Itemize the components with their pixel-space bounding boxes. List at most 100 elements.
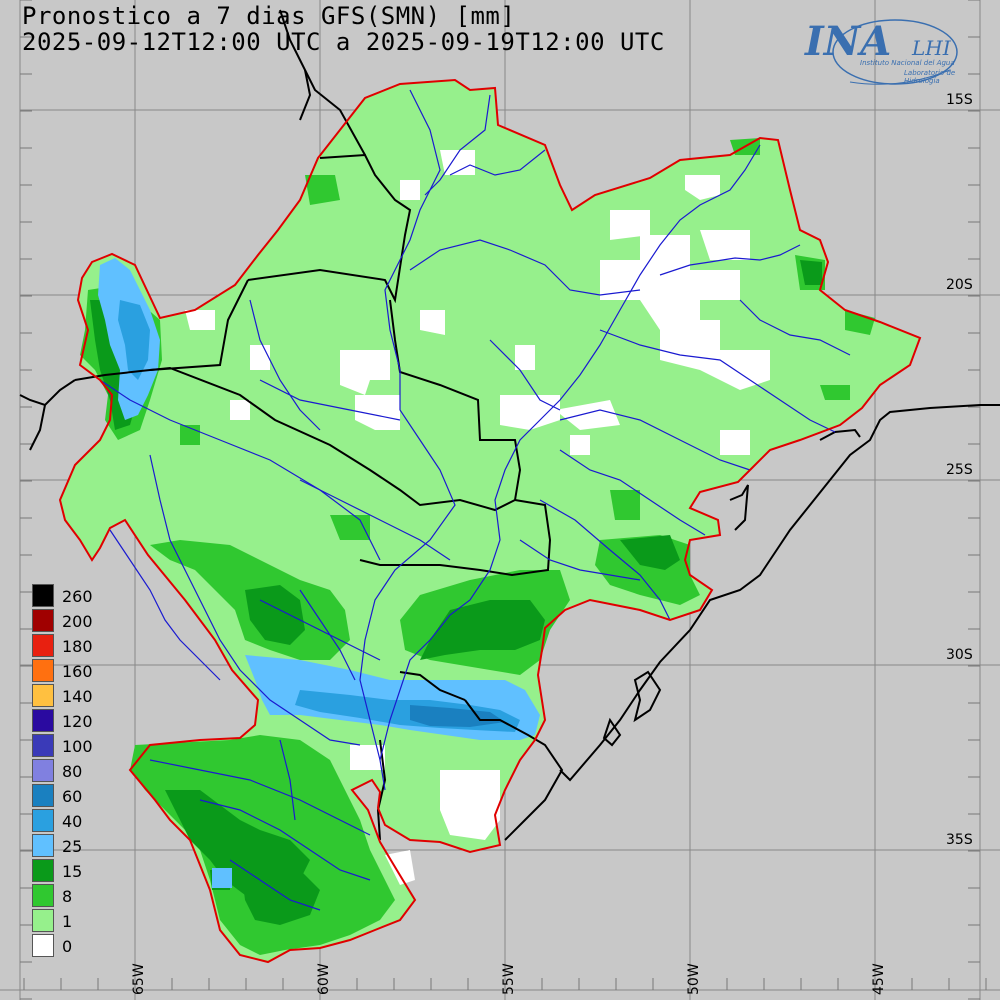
legend-swatch bbox=[32, 584, 54, 607]
legend-label: 0 bbox=[62, 937, 73, 956]
lon-label-65w: 65W bbox=[131, 963, 147, 995]
legend-entry: 60 bbox=[32, 784, 132, 809]
legend-swatch bbox=[32, 809, 54, 832]
rain-15mm-area bbox=[800, 260, 822, 285]
rain-8mm-area bbox=[820, 385, 850, 400]
no-rain-area bbox=[515, 345, 535, 370]
legend-swatch bbox=[32, 884, 54, 907]
legend-swatch bbox=[32, 659, 54, 682]
rain-8mm-area bbox=[610, 490, 640, 520]
legend-entry: 40 bbox=[32, 809, 132, 834]
logo-ina-text: INA bbox=[805, 18, 892, 65]
legend-entry: 1 bbox=[32, 909, 132, 934]
logo-subtitle-lab: Laboratorio de Hidrología bbox=[904, 69, 956, 85]
rain-8mm-area bbox=[845, 310, 875, 335]
no-rain-area bbox=[720, 430, 750, 455]
forecast-period: 2025-09-12T12:00 UTC a 2025-09-19T12:00 … bbox=[22, 28, 665, 56]
legend-swatch bbox=[32, 709, 54, 732]
rain-15mm-area bbox=[240, 860, 320, 925]
lon-label-55w: 55W bbox=[501, 963, 517, 995]
legend-entry: 120 bbox=[32, 709, 132, 734]
lat-label-30s: 30S bbox=[946, 647, 973, 663]
rain-25mm-area bbox=[212, 868, 232, 888]
legend-swatch bbox=[32, 934, 54, 957]
lat-label-25s: 25S bbox=[946, 462, 973, 478]
legend-label: 40 bbox=[62, 812, 83, 831]
legend-label: 80 bbox=[62, 762, 83, 781]
legend-swatch bbox=[32, 834, 54, 857]
legend-label: 260 bbox=[62, 587, 93, 606]
river-network bbox=[99, 89, 851, 911]
rain-15mm-area bbox=[420, 600, 545, 660]
grid-ticks bbox=[20, 0, 987, 1000]
lat-label-20s: 20S bbox=[946, 277, 973, 293]
lon-label-45w: 45W bbox=[871, 963, 887, 995]
legend-entry: 25 bbox=[32, 834, 132, 859]
legend-entry: 260 bbox=[32, 584, 132, 609]
ina-lhi-logo: INA LHI Instituto Nacional del Agua Labo… bbox=[800, 10, 970, 90]
basin-outline bbox=[58, 78, 922, 964]
no-rain-area bbox=[660, 320, 770, 390]
no-rain-area bbox=[570, 435, 590, 455]
legend-swatch bbox=[32, 634, 54, 657]
no-rain-area bbox=[355, 395, 400, 430]
legend-label: 8 bbox=[62, 887, 73, 906]
legend-entry: 0 bbox=[32, 934, 132, 959]
lat-label-35s: 35S bbox=[946, 832, 973, 848]
legend-label: 60 bbox=[62, 787, 83, 806]
logo-lhi-text: LHI bbox=[912, 36, 951, 60]
no-rain-area bbox=[440, 770, 500, 840]
legend-label: 180 bbox=[62, 637, 93, 656]
legend-label: 25 bbox=[62, 837, 83, 856]
legend-entry: 180 bbox=[32, 634, 132, 659]
legend-swatch bbox=[32, 784, 54, 807]
legend-entry: 140 bbox=[32, 684, 132, 709]
legend-entry: 8 bbox=[32, 884, 132, 909]
legend-entry: 160 bbox=[32, 659, 132, 684]
legend-swatch bbox=[32, 759, 54, 782]
legend-swatch bbox=[32, 909, 54, 932]
no-rain-area bbox=[555, 400, 620, 430]
legend-label: 140 bbox=[62, 687, 93, 706]
no-rain-area bbox=[500, 395, 560, 430]
lat-label-15s: 15S bbox=[946, 92, 973, 108]
no-rain-area bbox=[250, 345, 270, 370]
no-rain-area bbox=[610, 210, 650, 240]
legend-label: 1 bbox=[62, 912, 73, 931]
legend-label: 200 bbox=[62, 612, 93, 631]
legend-entry: 100 bbox=[32, 734, 132, 759]
map-title: Pronostico a 7 dias GFS(SMN) [mm] bbox=[22, 2, 516, 30]
rain-40mm-area bbox=[118, 300, 150, 380]
rain-60mm-area bbox=[410, 705, 505, 727]
no-rain-area bbox=[440, 150, 475, 175]
country-borders bbox=[19, 9, 1000, 841]
legend-entry: 80 bbox=[32, 759, 132, 784]
legend-label: 160 bbox=[62, 662, 93, 681]
legend-entry: 15 bbox=[32, 859, 132, 884]
no-rain-area bbox=[400, 180, 420, 200]
legend-swatch bbox=[32, 859, 54, 882]
legend-swatch bbox=[32, 684, 54, 707]
lon-label-60w: 60W bbox=[316, 963, 332, 995]
rain-15mm-area bbox=[620, 535, 680, 570]
logo-subtitle: Instituto Nacional del Agua bbox=[860, 59, 955, 67]
no-rain-area bbox=[420, 310, 445, 335]
legend-label: 120 bbox=[62, 712, 93, 731]
no-rain-area bbox=[185, 310, 215, 330]
no-rain-area bbox=[340, 350, 390, 395]
legend-swatch bbox=[32, 734, 54, 757]
no-rain-area bbox=[350, 745, 385, 770]
no-rain-area bbox=[600, 235, 740, 330]
no-rain-area bbox=[230, 400, 250, 420]
no-rain-area bbox=[685, 175, 720, 200]
legend-entry: 200 bbox=[32, 609, 132, 634]
legend-label: 100 bbox=[62, 737, 93, 756]
legend-swatch bbox=[32, 609, 54, 632]
no-rain-area bbox=[385, 850, 415, 885]
rain-8mm-area bbox=[305, 175, 340, 205]
no-rain-area bbox=[700, 230, 750, 260]
lon-label-50w: 50W bbox=[686, 963, 702, 995]
legend-label: 15 bbox=[62, 862, 83, 881]
